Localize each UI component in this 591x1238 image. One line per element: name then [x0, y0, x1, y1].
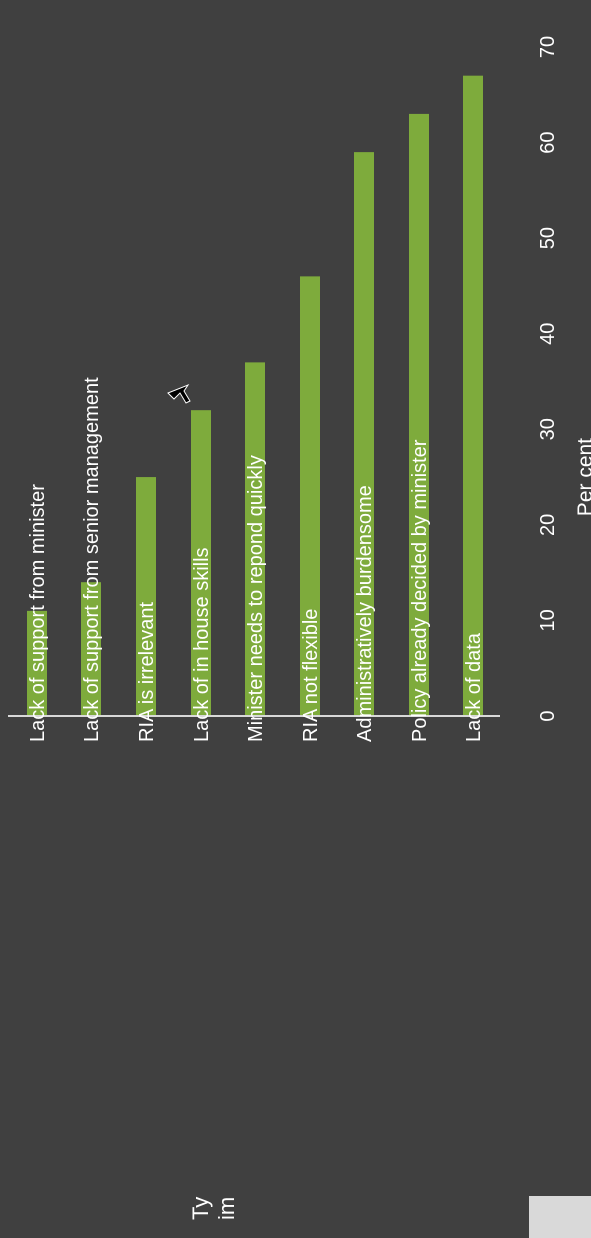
category-label: Lack of support from senior management [81, 377, 103, 742]
bar [245, 362, 265, 716]
category-label: Administratively burdensome [354, 485, 376, 742]
tick-label: 60 [537, 131, 559, 153]
tick-label: 40 [537, 323, 559, 345]
truncated-title-line-2: im [214, 1196, 239, 1220]
category-label: Policy already decided by minister [409, 439, 431, 742]
bar [27, 610, 47, 716]
category-label: Lack of data [463, 632, 485, 742]
category-label: RIA is irrelevant [136, 602, 158, 742]
tick-label: 30 [537, 418, 559, 440]
bar [354, 152, 374, 716]
bar [463, 75, 483, 716]
category-label: RIA not flexible [300, 609, 322, 742]
category-label: Lack of in house skills [191, 547, 213, 742]
bar [191, 410, 211, 716]
bar [136, 477, 156, 717]
plot-area: Lack of support from minister Lack of sup… [8, 36, 591, 742]
tick-label: 20 [537, 514, 559, 536]
tick-label: 10 [537, 609, 559, 631]
tick-label: 0 [537, 710, 559, 721]
category-label: Lack of support from minister [27, 484, 49, 742]
cursor-arrow-icon [167, 383, 191, 404]
bar [300, 276, 320, 716]
x-axis-title: Per cent [574, 438, 591, 516]
category-label: Minister needs to repond quickly [245, 455, 267, 742]
bar [409, 113, 429, 716]
truncated-title-line-1: Ty [188, 1196, 213, 1220]
light-panel-corner [529, 1196, 591, 1238]
bar [81, 582, 101, 717]
tick-label: 50 [537, 227, 559, 249]
tick-label: 70 [537, 36, 559, 58]
